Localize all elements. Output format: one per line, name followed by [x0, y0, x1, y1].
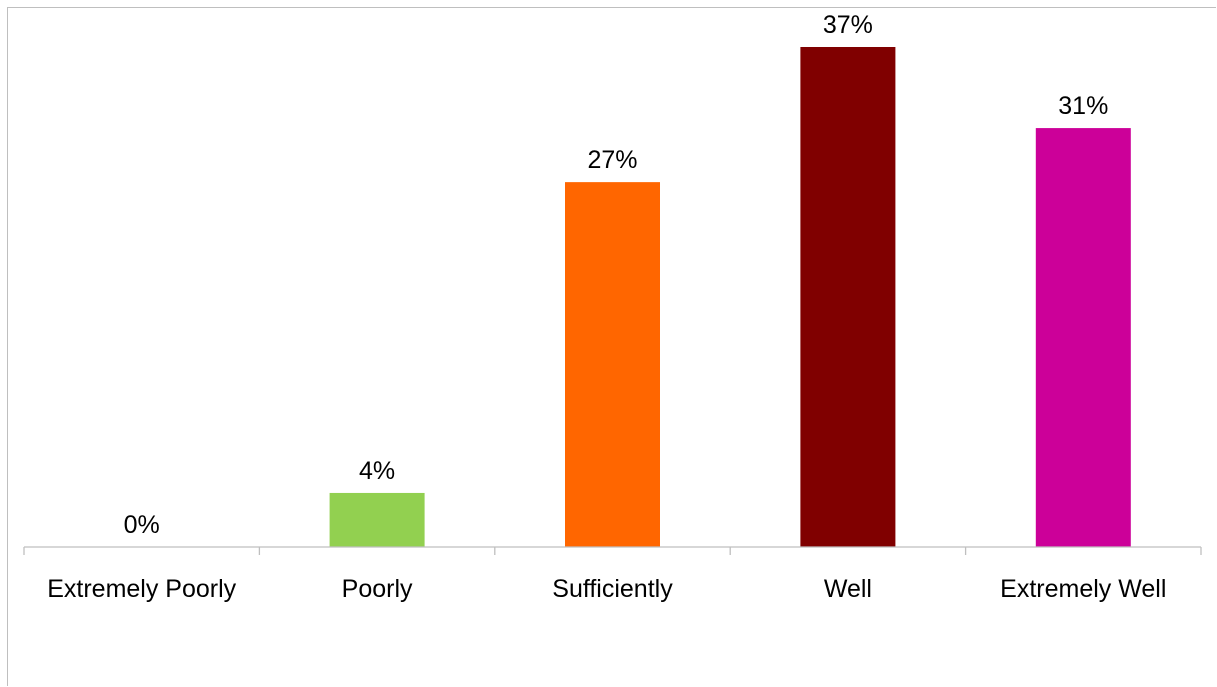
bar-poorly [329, 492, 425, 547]
x-axis-ticks [23, 547, 1202, 555]
value-label: 31% [1058, 92, 1108, 120]
value-label: 27% [587, 146, 637, 174]
bar-sufficiently [565, 182, 660, 547]
value-label: 4% [359, 457, 395, 485]
value-label: 0% [124, 511, 160, 539]
value-labels-layer: 0% 4% 27% 37% 31% [124, 11, 1109, 539]
x-tick-label: Extremely Well [1000, 575, 1166, 603]
bar-extremely-well [1035, 128, 1131, 547]
value-label: 37% [823, 11, 873, 39]
x-tick-label: Well [824, 575, 872, 603]
x-tick-label: Poorly [342, 575, 413, 603]
x-axis-tick-labels: Extremely Poorly Poorly Sufficiently Well Ex… [47, 575, 1166, 603]
x-tick-label: Extremely Poorly [47, 575, 236, 603]
x-tick-label: Sufficiently [552, 575, 673, 603]
bars-layer [329, 47, 1131, 547]
bar-well [800, 47, 896, 547]
